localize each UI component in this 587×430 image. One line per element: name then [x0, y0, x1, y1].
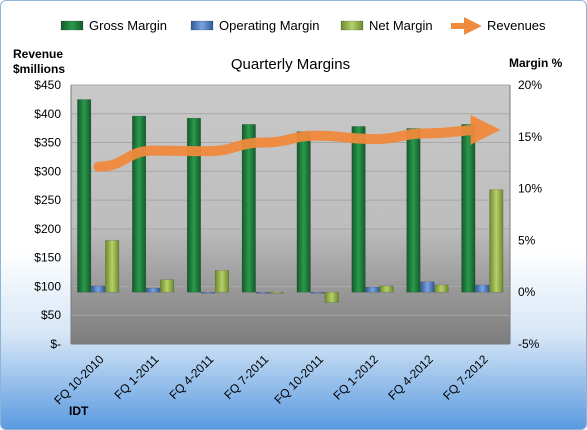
- left-tick-label: $50: [41, 308, 61, 322]
- bar-gross-margin: [296, 131, 311, 293]
- bar-net-margin: [214, 270, 229, 293]
- bar-gross-margin: [186, 117, 201, 293]
- left-tick-label: $150: [34, 251, 61, 265]
- x-tick-label: FQ 10-2010: [51, 352, 106, 407]
- legend-swatch-operating: [190, 20, 214, 31]
- chart-title: Quarterly Margins: [231, 56, 350, 73]
- bar-net-margin: [379, 285, 394, 293]
- bar-operating-margin: [310, 291, 325, 294]
- footer-label: IDT: [69, 404, 89, 418]
- bar-operating-margin: [365, 286, 380, 293]
- x-tick-label: FQ 7-2011: [221, 352, 271, 402]
- right-tick-label: 5%: [518, 233, 536, 247]
- legend-label-gross: Gross Margin: [89, 18, 167, 33]
- right-tick-label: 10%: [518, 182, 542, 196]
- right-tick-label: 0%: [518, 285, 536, 299]
- left-tick-label: $400: [34, 107, 61, 121]
- legend-swatch-net: [340, 20, 364, 31]
- bar-net-margin: [160, 279, 175, 293]
- revenues-line: [93, 114, 501, 172]
- left-axis-title: Revenue: [13, 47, 63, 61]
- left-tick-label: $300: [34, 164, 61, 178]
- right-tick-label: -5%: [518, 337, 540, 351]
- bar-gross-margin: [241, 124, 256, 293]
- bar-operating-margin: [146, 287, 161, 293]
- bar-net-margin: [434, 284, 449, 293]
- bar-net-margin: [105, 240, 120, 293]
- bar-gross-margin: [77, 99, 92, 293]
- x-tick-label: FQ 4-2012: [385, 352, 436, 403]
- right-axis-title: Margin %: [509, 56, 563, 70]
- bar-operating-margin: [420, 281, 435, 293]
- bar-gross-margin: [461, 124, 476, 293]
- bar-operating-margin: [255, 291, 270, 294]
- left-tick-label: $200: [34, 222, 61, 236]
- bar-operating-margin: [200, 291, 215, 294]
- legend-label-net: Net Margin: [369, 18, 433, 33]
- left-tick-label: $350: [34, 136, 61, 150]
- x-tick-label: FQ 4-2011: [166, 352, 216, 402]
- legend-label-revenues: Revenues: [487, 18, 546, 33]
- bar-net-margin: [324, 291, 339, 303]
- bar-gross-margin: [406, 128, 421, 293]
- left-tick-label: $100: [34, 279, 61, 293]
- bar-gross-margin: [351, 126, 366, 293]
- x-tick-label: FQ 10-2011: [272, 352, 327, 407]
- legend-swatch-gross: [60, 20, 84, 31]
- bar-net-margin: [269, 291, 284, 294]
- x-tick-label: FQ 1-2011: [112, 352, 162, 402]
- bar-operating-margin: [475, 284, 490, 293]
- bar-gross-margin: [132, 115, 147, 293]
- left-tick-label: $250: [34, 193, 61, 207]
- right-tick-label: 20%: [518, 78, 542, 92]
- x-tick-label: FQ 1-2012: [330, 352, 381, 403]
- left-axis-title-line2: $millions: [13, 62, 65, 76]
- legend-label-operating: Operating Margin: [219, 18, 319, 33]
- bar-operating-margin: [91, 285, 106, 293]
- x-tick-label: FQ 7-2012: [440, 352, 491, 403]
- left-tick-label: $-: [50, 337, 61, 351]
- right-tick-label: 15%: [518, 130, 542, 144]
- bar-net-margin: [489, 189, 504, 293]
- left-tick-label: $450: [34, 78, 61, 92]
